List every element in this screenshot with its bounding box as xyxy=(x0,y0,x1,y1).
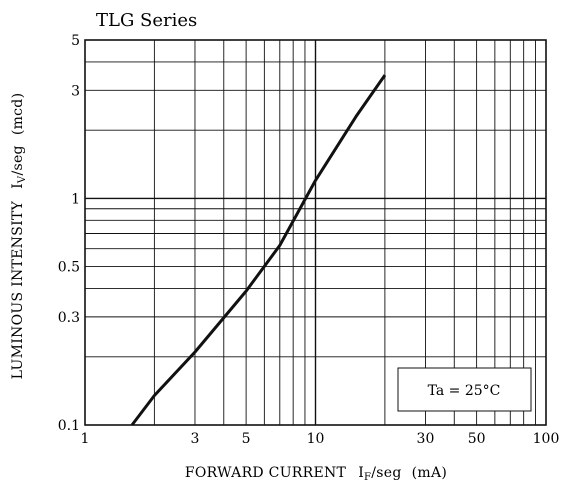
x-tick-label: 100 xyxy=(533,431,560,447)
x-tick-label: 30 xyxy=(417,431,435,447)
x-tick-label: 50 xyxy=(468,431,486,447)
y-tick-labels: 0.1 0.3 0.5 1 3 5 xyxy=(58,33,80,434)
x-tick-label: 5 xyxy=(242,431,251,447)
y-tick-label: 0.1 xyxy=(58,418,80,434)
y-tick-label: 0.3 xyxy=(58,310,80,326)
grid-lines xyxy=(85,40,546,425)
annotation-box: Ta = 25°C xyxy=(397,367,532,412)
x-tick-label: 3 xyxy=(191,431,200,447)
y-tick-label: 0.5 xyxy=(58,260,80,276)
x-tick-label: 1 xyxy=(81,431,90,447)
y-axis-label: LUMINOUS INTENSITYIV/seg(mcd) xyxy=(10,93,28,380)
chart-title: TLG Series xyxy=(96,10,197,31)
y-tick-label: 1 xyxy=(71,191,80,207)
series-line-0 xyxy=(130,74,387,426)
x-tick-labels: 1 3 5 10 30 50 100 xyxy=(81,431,560,447)
plot-frame xyxy=(84,39,547,426)
annotation-text: Ta = 25°C xyxy=(428,383,501,399)
x-axis-label: FORWARD CURRENT IF/seg (mA) xyxy=(185,465,447,483)
x-tick-label: 10 xyxy=(307,431,325,447)
y-tick-label: 5 xyxy=(71,33,80,49)
series-group xyxy=(130,74,387,426)
y-tick-label: 3 xyxy=(71,83,80,99)
